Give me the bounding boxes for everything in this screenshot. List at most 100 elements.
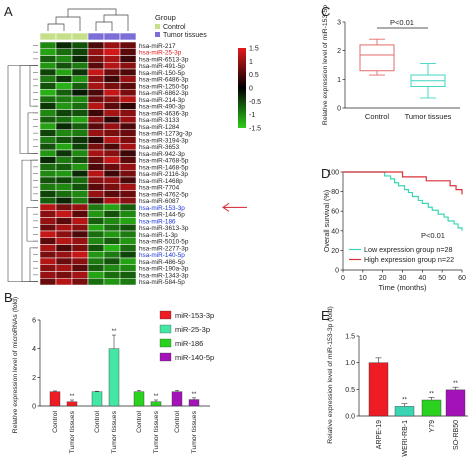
heatmap-row-label: hsa-miR-942-3p	[139, 151, 185, 158]
heatmap-cell	[71, 176, 89, 184]
heatmap-cell	[119, 116, 137, 124]
heatmap-cell	[55, 156, 73, 164]
heatmap-cell	[55, 217, 73, 225]
heatmap-row-label: hsa-miR-7704	[139, 185, 180, 192]
heatmap-cell	[103, 190, 121, 198]
heatmap-cell	[119, 271, 137, 279]
heatmap-cell	[55, 190, 73, 198]
heatmap-cell	[55, 244, 73, 252]
significance-mark: **	[112, 329, 117, 335]
heatmap-cell	[103, 62, 121, 70]
heatmap-cell	[103, 149, 121, 157]
panel-letter: A	[4, 4, 13, 19]
significance-mark: **	[154, 394, 159, 400]
y-tick-label: 0.5	[345, 387, 355, 394]
heatmap-cell	[55, 89, 73, 97]
legend-swatch	[159, 324, 172, 334]
heatmap-cell	[55, 48, 73, 56]
heatmap-cell	[87, 237, 105, 245]
heatmap-cell	[39, 102, 57, 110]
significance-mark: **	[192, 392, 197, 398]
heatmap-cell	[119, 129, 137, 137]
heatmap-cell	[39, 122, 57, 130]
y-tick-label: 0	[337, 106, 341, 113]
heatmap-cell	[71, 143, 89, 151]
heatmap-cell	[103, 203, 121, 211]
heatmap-cell	[55, 251, 73, 259]
heatmap-row-label: hsa-miR-3653	[139, 144, 180, 151]
heatmap-cell	[103, 210, 121, 218]
heatmap-cell	[87, 89, 105, 97]
heatmap-cell	[87, 143, 105, 151]
y-axis-label: Relative expression level of miR-153-3p …	[327, 306, 334, 444]
survival-curve	[343, 171, 463, 231]
panel-d-survival: 0 20 40 60 80 100 0 10 20 30 40 50 60 Time (months) Ov…	[322, 170, 466, 293]
heatmap-cell	[103, 116, 121, 124]
heatmap-cell	[119, 143, 137, 151]
heatmap-cell	[87, 197, 105, 205]
x-tick-label: Tumor tissues	[111, 410, 118, 453]
heatmap-cell	[39, 257, 57, 265]
heatmap-cell	[87, 48, 105, 56]
group-bar-cell	[103, 32, 121, 41]
heatmap-cell	[71, 82, 89, 90]
heatmap-row-label: hsa-miR-4768-5p	[139, 158, 189, 165]
x-tick-label: Control	[136, 411, 143, 433]
heatmap-cell	[103, 68, 121, 76]
heatmap-row-label: hsa-miR-1-3p	[139, 232, 178, 239]
bar	[66, 401, 78, 407]
heatmap-cell	[71, 237, 89, 245]
row-dendrogram-branch	[19, 65, 38, 154]
y-tick-label: 1.0	[345, 360, 355, 367]
heatmap-cell	[55, 55, 73, 63]
heatmap-cell	[71, 136, 89, 144]
heatmap-cell	[39, 129, 57, 137]
y-tick-label: 0	[335, 268, 339, 275]
heatmap-row-label: hsa-miR-3133	[139, 117, 180, 124]
p-value-annotation: P<0.01	[390, 18, 414, 27]
x-tick-label: SO-RB50	[453, 420, 460, 450]
bar	[49, 391, 61, 407]
colorbar-tick-label: 1	[249, 59, 253, 66]
heatmap-cell	[39, 264, 57, 272]
heatmap-cell	[39, 68, 57, 76]
significance-mark: **	[453, 381, 458, 387]
colorbar-tick-label: -1	[249, 112, 255, 119]
heatmap-cell	[39, 82, 57, 90]
heatmap-row-label: hsa-miR-25-3p	[139, 50, 182, 57]
x-tick-label: Tumor tissues	[191, 410, 198, 453]
heatmap-cell	[103, 89, 121, 97]
heatmap-cell	[71, 170, 89, 178]
heatmap-row-label: hsa-miR-490-3p	[139, 104, 185, 111]
heatmap-cell	[71, 129, 89, 137]
x-tick-label: Tumor tissues	[153, 410, 160, 453]
heatmap-cell	[119, 257, 137, 265]
y-tick-label: 20	[331, 248, 339, 255]
heatmap-cell	[39, 230, 57, 238]
heatmap-cell	[39, 163, 57, 171]
heatmap-cell	[39, 149, 57, 157]
heatmap-cell	[55, 203, 73, 211]
y-tick-label: 100	[327, 170, 339, 177]
heatmap-cell	[103, 183, 121, 191]
x-tick-label: 40	[418, 275, 426, 282]
heatmap-cell	[55, 176, 73, 184]
heatmap-cell	[103, 271, 121, 279]
panel-letter: E	[321, 308, 330, 323]
heatmap-cell	[119, 82, 137, 90]
heatmap-cell	[103, 82, 121, 90]
heatmap-cell	[119, 264, 137, 272]
legend-label: miR-25-3p	[175, 325, 210, 334]
heatmap-cell	[87, 257, 105, 265]
bar	[445, 389, 466, 417]
x-tick-label: Tumor tissues	[69, 410, 76, 453]
group-bar-cell	[39, 32, 57, 41]
significance-mark: **	[429, 391, 434, 397]
heatmap-cell	[87, 170, 105, 178]
heatmap-cell	[55, 163, 73, 171]
heatmap-row-label: hsa-miR-486-5p	[139, 259, 185, 266]
heatmap-cell	[55, 82, 73, 90]
heatmap-cell	[103, 251, 121, 259]
panel-letter: C	[321, 4, 330, 19]
heatmap-cell	[119, 244, 137, 252]
